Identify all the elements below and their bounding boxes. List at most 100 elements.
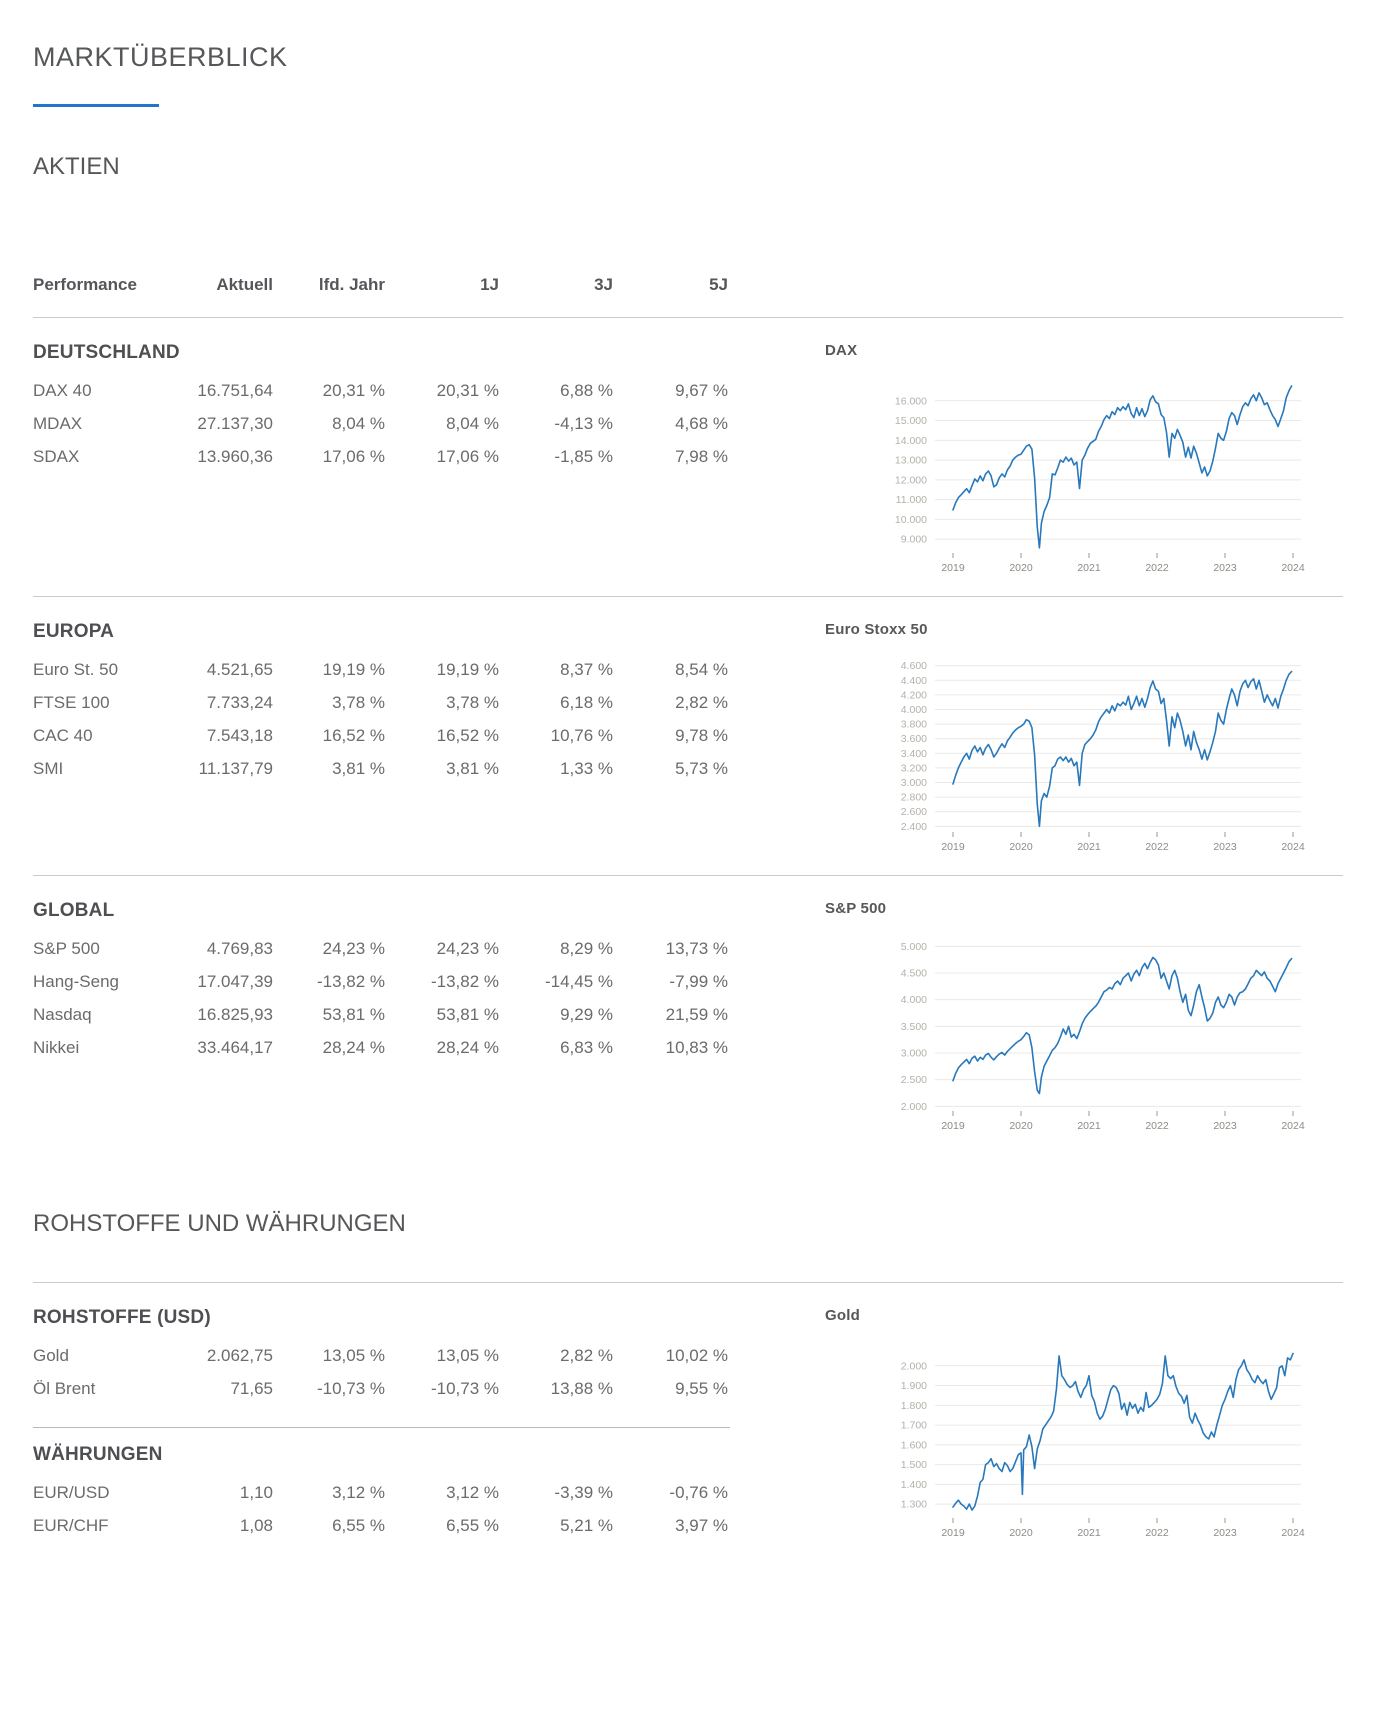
table-row: Nasdaq 16.825,93 53,81 % 53,81 % 9,29 % 21,59… xyxy=(33,998,730,1031)
market-group-block-europa: EUROPA Euro St. 50 4.521,65 19,19 % 19,19 % 8… xyxy=(33,596,1343,875)
table-row: DAX 40 16.751,64 20,31 % 20,31 % 6,88 % 9,67 … xyxy=(33,374,730,407)
x-tick-label: 2019 xyxy=(941,1120,965,1132)
x-tick-label: 2020 xyxy=(1009,1527,1033,1539)
y-tick-label: 4.400 xyxy=(901,675,927,687)
instrument-name: SDAX xyxy=(33,446,80,466)
value-cell: 3,12 % xyxy=(446,1482,499,1502)
value-cell: 21,59 % xyxy=(665,1004,728,1024)
x-tick-label: 2023 xyxy=(1213,1527,1237,1539)
value-cell: 13,05 % xyxy=(436,1345,499,1365)
value-cell: 8,04 % xyxy=(332,413,385,433)
value-cell: 9,78 % xyxy=(675,725,728,745)
y-tick-label: 2.800 xyxy=(901,792,927,804)
section-heading-rohstoffe: ROHSTOFFE UND WÄHRUNGEN xyxy=(33,1210,406,1237)
series-line xyxy=(952,670,1293,828)
value-cell: 2.062,75 xyxy=(206,1345,273,1365)
instrument-name: Nasdaq xyxy=(33,1004,92,1024)
column-header-3j: 3J xyxy=(594,275,613,294)
value-cell: 19,19 % xyxy=(322,659,385,679)
group-header: WÄHRUNGEN xyxy=(33,1444,163,1465)
y-tick-label: 10.000 xyxy=(895,514,927,526)
y-tick-label: 1.600 xyxy=(901,1439,927,1451)
value-cell: -14,45 % xyxy=(544,971,613,991)
table-row: MDAX 27.137,30 8,04 % 8,04 % -4,13 % 4,68 % xyxy=(33,407,730,440)
value-cell: 7.733,24 xyxy=(206,692,273,712)
value-cell: 1,33 % xyxy=(560,758,613,778)
y-tick-label: 2.500 xyxy=(901,1074,927,1086)
value-cell: 6,55 % xyxy=(332,1515,385,1535)
x-tick-label: 2021 xyxy=(1077,1527,1101,1539)
value-cell: 13.960,36 xyxy=(197,446,273,466)
table-row: Öl Brent 71,65 -10,73 % -10,73 % 13,88 % 9,55… xyxy=(33,1372,730,1405)
y-tick-label: 3.500 xyxy=(901,1021,927,1033)
table-row: EUR/USD 1,10 3,12 % 3,12 % -3,39 % -0,76 % xyxy=(33,1476,730,1509)
instrument-name: Hang-Seng xyxy=(33,971,120,991)
instrument-name: Nikkei xyxy=(33,1037,80,1057)
chart-panel: S&P 500 5.000 4.500 4.000 3.500 3.000 2.500 2.0… xyxy=(823,876,1343,1154)
value-cell: 2,82 % xyxy=(560,1345,613,1365)
instrument-name: FTSE 100 xyxy=(33,692,110,712)
value-cell: 24,23 % xyxy=(436,938,499,958)
table-row: SDAX 13.960,36 17,06 % 17,06 % -1,85 % 7,98 % xyxy=(33,440,730,473)
y-tick-label: 2.600 xyxy=(901,806,927,818)
y-tick-label: 9.000 xyxy=(901,534,927,546)
chart-title: DAX xyxy=(825,342,858,359)
value-cell: 9,67 % xyxy=(675,380,728,400)
y-tick-label: 11.000 xyxy=(896,494,927,506)
table-row: Hang-Seng 17.047,39 -13,82 % -13,82 % -14,45… xyxy=(33,965,730,998)
instrument-name: Euro St. 50 xyxy=(33,659,119,679)
value-cell: 3,78 % xyxy=(332,692,385,712)
instrument-name: Öl Brent xyxy=(33,1378,96,1398)
y-tick-label: 4.000 xyxy=(901,994,927,1006)
y-tick-label: 2.000 xyxy=(901,1360,927,1372)
value-cell: 10,02 % xyxy=(665,1345,728,1365)
value-cell: 6,83 % xyxy=(560,1037,613,1057)
y-tick-label: 3.200 xyxy=(901,762,927,774)
value-cell: 3,78 % xyxy=(446,692,499,712)
value-cell: 1,10 xyxy=(239,1482,273,1502)
column-header-5j: 5J xyxy=(709,275,728,294)
market-group-block-deutschland: DEUTSCHLAND DAX 40 16.751,64 20,31 % 20,31 %… xyxy=(33,317,1343,596)
x-tick-label: 2019 xyxy=(941,1527,965,1539)
group-header: GLOBAL xyxy=(33,900,115,921)
line-chart-s-p-500: 5.000 4.500 4.000 3.500 3.000 2.500 2.000 2019 2… xyxy=(901,941,1305,1132)
y-tick-label: 2.000 xyxy=(901,1101,927,1113)
chart-panel: Euro Stoxx 50 4.600 4.400 4.200 4.000 3.800 3.… xyxy=(823,597,1343,875)
market-group-block-global: GLOBAL S&P 500 4.769,83 24,23 % 24,23 % 8,29 … xyxy=(33,875,1343,1154)
x-tick-label: 2022 xyxy=(1145,841,1169,853)
x-tick-label: 2022 xyxy=(1145,1527,1169,1539)
value-cell: 6,18 % xyxy=(560,692,613,712)
group-table: GLOBAL S&P 500 4.769,83 24,23 % 24,23 % 8,29 … xyxy=(33,876,730,1064)
value-cell: 24,23 % xyxy=(322,938,385,958)
table-row: FTSE 100 7.733,24 3,78 % 3,78 % 6,18 % 2,82 % xyxy=(33,686,730,719)
instrument-name: Gold xyxy=(33,1345,69,1365)
series-line xyxy=(952,1352,1294,1511)
value-cell: 6,88 % xyxy=(560,380,613,400)
line-chart-gold: 2.000 1.900 1.800 1.700 1.600 1.500 1.400 1.300… xyxy=(901,1352,1305,1539)
value-cell: 13,73 % xyxy=(665,938,728,958)
value-cell: -10,73 % xyxy=(316,1378,385,1398)
y-tick-label: 1.300 xyxy=(901,1499,927,1511)
value-cell: 16.751,64 xyxy=(197,380,273,400)
value-cell: 13,05 % xyxy=(322,1345,385,1365)
table-divider xyxy=(33,1427,730,1428)
y-tick-label: 14.000 xyxy=(895,435,927,447)
value-cell: 1,08 xyxy=(239,1515,273,1535)
x-tick-label: 2024 xyxy=(1281,1527,1305,1539)
value-cell: 13,88 % xyxy=(550,1378,613,1398)
value-cell: 20,31 % xyxy=(436,380,499,400)
y-tick-label: 3.600 xyxy=(901,733,927,745)
y-tick-label: 4.000 xyxy=(901,704,927,716)
value-cell: -0,76 % xyxy=(669,1482,728,1502)
value-cell: 3,81 % xyxy=(332,758,385,778)
x-tick-label: 2023 xyxy=(1213,841,1237,853)
group-header: ROHSTOFFE (USD) xyxy=(33,1307,211,1328)
table-row: EUR/CHF 1,08 6,55 % 6,55 % 5,21 % 3,97 % xyxy=(33,1509,730,1542)
table-row: Gold 2.062,75 13,05 % 13,05 % 2,82 % 10,02 % xyxy=(33,1339,730,1372)
value-cell: 53,81 % xyxy=(322,1004,385,1024)
value-cell: 4.769,83 xyxy=(206,938,273,958)
x-tick-label: 2020 xyxy=(1009,1120,1033,1132)
value-cell: -13,82 % xyxy=(430,971,499,991)
column-header-1j: 1J xyxy=(480,275,499,294)
